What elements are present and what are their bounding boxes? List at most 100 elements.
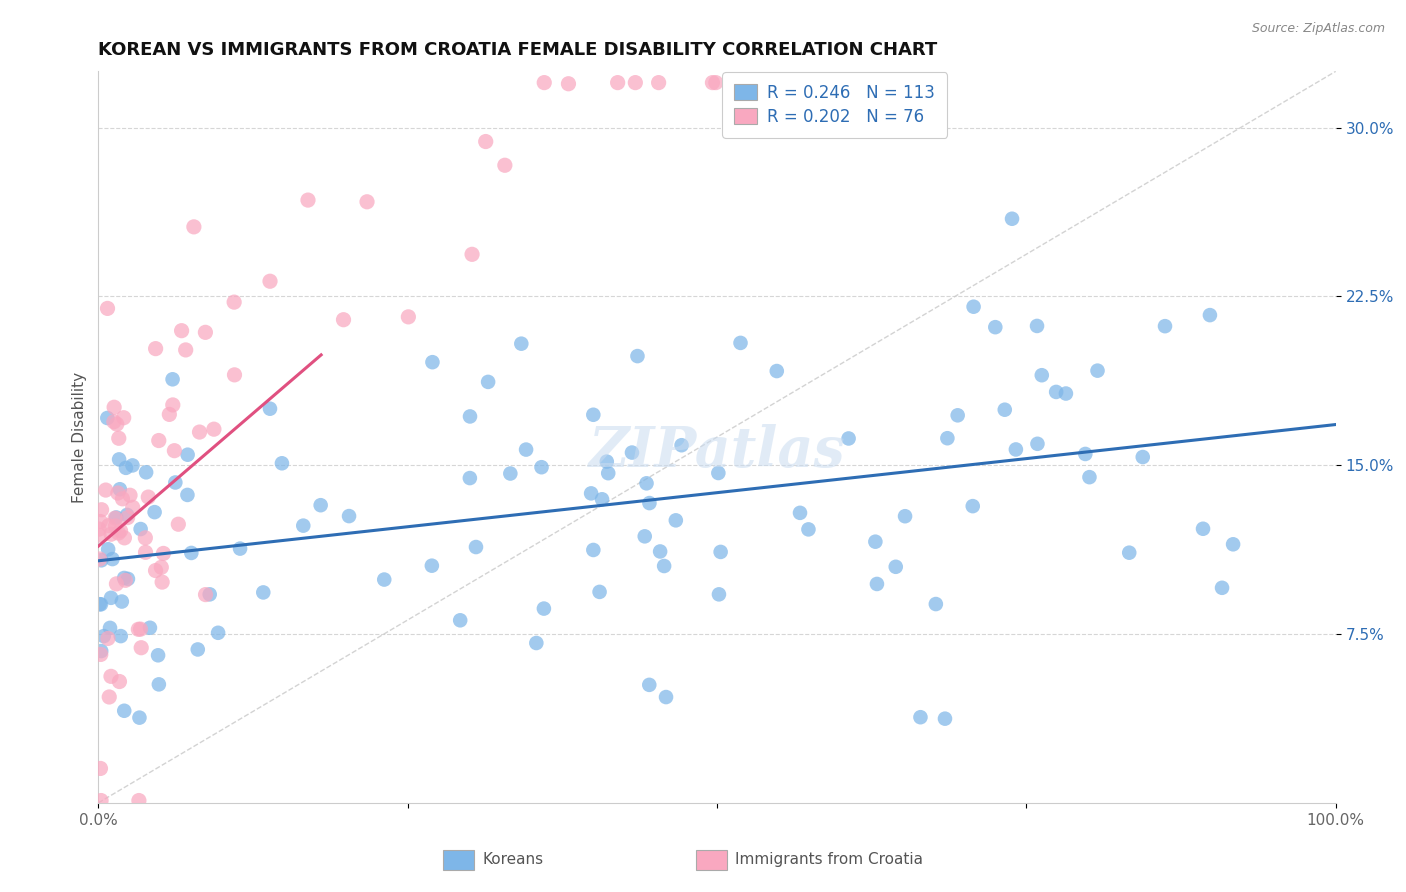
Point — [165, 475, 187, 490]
Point — [533, 76, 555, 90]
Point — [884, 559, 907, 574]
Point — [145, 564, 167, 578]
Point — [108, 674, 131, 689]
Point — [170, 324, 193, 338]
Point — [150, 560, 173, 574]
Point — [1026, 318, 1049, 333]
Point — [477, 375, 499, 389]
Point — [1211, 581, 1233, 595]
Point — [174, 343, 197, 357]
Point — [634, 529, 657, 543]
Point — [704, 76, 727, 90]
Point — [1045, 384, 1067, 399]
Point — [702, 76, 724, 90]
Point — [135, 465, 157, 479]
Point — [110, 524, 132, 538]
Point — [97, 518, 120, 533]
Point — [176, 488, 198, 502]
Point — [89, 515, 111, 529]
Point — [582, 408, 605, 422]
Point — [112, 704, 135, 718]
Point — [1199, 308, 1222, 322]
Point — [194, 588, 217, 602]
Point — [148, 677, 170, 691]
Point — [145, 342, 167, 356]
Point — [167, 517, 190, 532]
Point — [108, 452, 131, 467]
Point — [838, 432, 860, 446]
Point — [259, 401, 281, 416]
Point — [129, 640, 152, 655]
Point — [90, 502, 112, 516]
Point — [533, 601, 555, 615]
Point — [524, 636, 547, 650]
Point — [650, 544, 672, 558]
Point — [636, 476, 658, 491]
Point — [1154, 319, 1177, 334]
Point — [396, 310, 419, 324]
Point — [121, 500, 143, 515]
Point — [128, 793, 150, 807]
Point — [271, 456, 294, 470]
Point — [224, 368, 246, 382]
Point — [557, 77, 579, 91]
Point — [110, 629, 132, 643]
Point — [1001, 211, 1024, 226]
Point — [97, 542, 120, 557]
Point — [1031, 368, 1053, 383]
Point — [90, 793, 112, 807]
Point — [127, 622, 149, 636]
Point — [98, 621, 121, 635]
Point — [87, 528, 110, 542]
Point — [1222, 537, 1244, 551]
Point — [1026, 437, 1049, 451]
Point — [596, 454, 619, 468]
Text: Koreans: Koreans — [482, 853, 543, 867]
Point — [121, 458, 143, 473]
Point — [194, 326, 217, 340]
Point — [162, 372, 184, 386]
Point — [638, 496, 661, 510]
Point — [163, 443, 186, 458]
Point — [962, 300, 984, 314]
Point — [665, 513, 688, 527]
Point — [474, 135, 496, 149]
Point — [150, 575, 173, 590]
Point — [136, 490, 159, 504]
Point — [606, 76, 628, 90]
Point — [90, 598, 112, 612]
Point — [458, 471, 481, 485]
Point — [93, 629, 115, 643]
Point — [465, 540, 488, 554]
Point — [647, 76, 669, 90]
Point — [910, 710, 932, 724]
Point — [115, 508, 138, 522]
Point — [146, 648, 169, 663]
Point — [90, 553, 112, 567]
Point — [183, 219, 205, 234]
Point — [198, 587, 221, 601]
Point — [252, 585, 274, 599]
Point — [710, 545, 733, 559]
Point — [111, 491, 134, 506]
Point — [582, 543, 605, 558]
Point — [101, 552, 124, 566]
Point — [103, 401, 125, 415]
Point — [100, 527, 122, 541]
Point — [114, 574, 136, 588]
Point — [104, 511, 127, 525]
Point — [356, 194, 378, 209]
Point — [373, 573, 395, 587]
Point — [579, 486, 602, 500]
Point — [94, 483, 117, 497]
Y-axis label: Female Disability: Female Disability — [72, 371, 87, 503]
Point — [925, 597, 948, 611]
Point — [515, 442, 537, 457]
Point — [104, 519, 127, 533]
Point — [591, 492, 613, 507]
Point — [135, 545, 157, 559]
Point — [422, 355, 444, 369]
Point — [1118, 546, 1140, 560]
Point — [759, 76, 782, 90]
Point — [112, 410, 135, 425]
